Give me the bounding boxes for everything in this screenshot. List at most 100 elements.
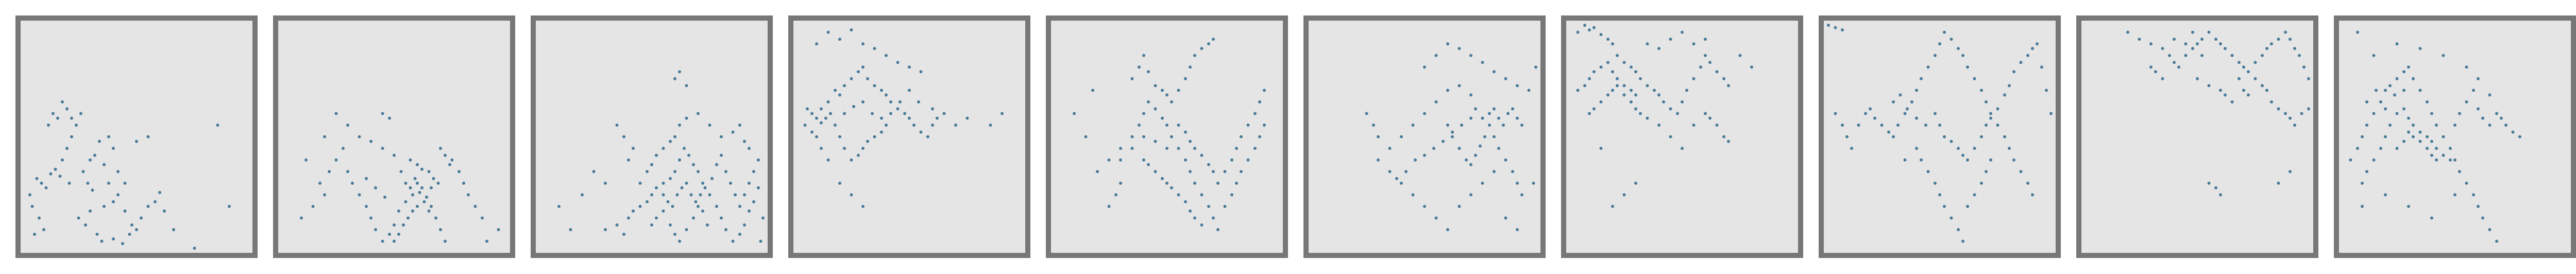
scatter-plot-area (2126, 30, 2310, 197)
scatter-point (1873, 117, 1876, 120)
scatter-point (2207, 30, 2211, 34)
scatter-point (393, 154, 396, 157)
scatter-point (365, 177, 368, 180)
scatter-point (1834, 26, 1837, 29)
scatter-point (2402, 89, 2405, 92)
scatter-point (1657, 47, 1660, 50)
scatter-point (2395, 112, 2399, 115)
scatter-point (1943, 135, 1946, 138)
scatter-point (1488, 123, 1491, 127)
scatter-plot-area (2349, 30, 2521, 243)
scatter-point (759, 239, 762, 243)
scatter-point (1715, 123, 1719, 127)
scatter-point (720, 216, 723, 220)
scatter-point (683, 147, 686, 150)
scatter-point (84, 223, 87, 227)
scatter-point (1989, 158, 1992, 162)
scatter-point (615, 223, 619, 227)
scatter-point (1961, 154, 1964, 157)
scatter-point (1722, 77, 1725, 80)
scatter-point (2449, 147, 2452, 150)
scatter-point (1142, 54, 1145, 57)
scatter-point (1980, 135, 1983, 138)
scatter-point (416, 205, 419, 208)
scatter-point (1502, 123, 1505, 127)
scatter-point (2356, 30, 2359, 34)
scatter-point (2224, 93, 2227, 96)
scatter-point (2003, 135, 2006, 138)
scatter-point (2488, 228, 2492, 231)
scatter-point (1504, 77, 1507, 80)
scatter-point (2412, 77, 2415, 80)
scatter-point (1479, 144, 1482, 148)
scatter-point (908, 66, 911, 69)
scatter-point (1240, 135, 1243, 138)
scatter-point (1592, 70, 1596, 73)
scatter-point (965, 117, 969, 120)
scatter-point (729, 182, 732, 185)
scatter-point (450, 158, 454, 162)
scatter-point (861, 42, 865, 45)
scatter-point (2049, 112, 2053, 115)
scatter-point (1184, 131, 1187, 134)
scatter-point (880, 89, 883, 92)
scatter-point (694, 200, 698, 203)
scatter-point (697, 170, 700, 173)
scatter-point (2395, 77, 2399, 80)
scatter-point (1474, 154, 1477, 157)
scatter-point (1708, 117, 1711, 120)
scatter-point (820, 121, 823, 124)
scatter-point (2372, 54, 2376, 57)
scatter-point (70, 117, 73, 120)
scatter-point (2191, 47, 2194, 50)
scatter-point (381, 112, 384, 115)
scatter-point (1681, 100, 1684, 104)
scatter-point (2284, 112, 2287, 115)
scatter-point (413, 177, 417, 180)
scatter-point (121, 242, 124, 245)
scatter-point (1943, 30, 1946, 34)
scatter-point (2242, 66, 2245, 69)
scatter-point (1681, 30, 1684, 34)
scatter-point (311, 205, 315, 208)
scatter-point (655, 186, 658, 189)
scatter-point (903, 112, 906, 115)
scatter-point (2036, 42, 2039, 45)
scatter-point (2293, 123, 2296, 127)
scatter-point (497, 228, 500, 231)
scatter-point (708, 193, 711, 197)
scatter-point (2481, 117, 2484, 120)
scatter-plot-area (1073, 38, 1266, 231)
scatter-point (2426, 147, 2429, 150)
scatter-point (720, 154, 723, 157)
scatter-point (662, 193, 665, 197)
scatter-point (1592, 26, 1596, 29)
scatter-point (123, 209, 127, 213)
scatter-point (1606, 61, 1609, 64)
scatter-point (2224, 47, 2227, 50)
scatter-point (646, 170, 649, 173)
scatter-point (2495, 112, 2498, 115)
scatter-point (1966, 66, 1969, 69)
scatter-point (158, 191, 161, 194)
scatter-point (2426, 100, 2429, 104)
scatter-point (2361, 135, 2364, 138)
scatter-point (604, 182, 607, 185)
scatter-point (2289, 38, 2292, 41)
scatter-point (1657, 123, 1660, 127)
scatter-point (2518, 135, 2521, 138)
scatter-point (1516, 228, 1519, 231)
scatter-point (2289, 117, 2292, 120)
scatter-point (871, 112, 874, 115)
scatter-point (675, 193, 679, 197)
scatter-point (2265, 89, 2268, 92)
scatter-point (689, 193, 693, 197)
scatter-point (873, 47, 876, 50)
scatter-point (1532, 182, 1535, 185)
scatter-point (2277, 182, 2280, 185)
scatter-point (731, 131, 735, 134)
scatter-point (1434, 216, 1438, 220)
scatter-point (655, 216, 658, 220)
scatter-point (638, 205, 642, 208)
scatter-point (1985, 100, 1988, 104)
